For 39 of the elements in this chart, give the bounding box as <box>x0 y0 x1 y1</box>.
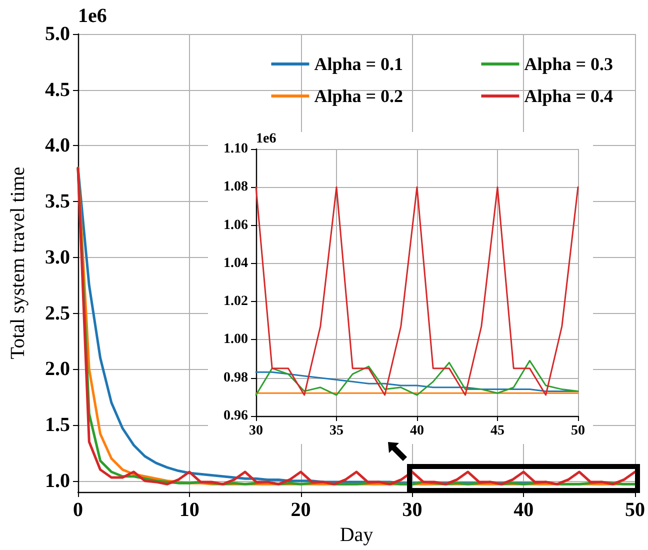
y-tick-label: 1.04 <box>224 256 248 271</box>
x-tick-label: 40 <box>514 499 534 521</box>
x-tick-label: 35 <box>330 424 344 438</box>
y-tick-label: 1.06 <box>224 218 248 233</box>
x-tick-label: 0 <box>73 499 83 521</box>
y-tick-label: 2.0 <box>45 358 70 380</box>
x-tick-label: 30 <box>402 499 422 521</box>
annotation: 1e6 <box>256 132 276 146</box>
y-tick-label: 1.5 <box>45 414 70 436</box>
x-tick-label: 20 <box>290 499 311 521</box>
legend-label: Alpha = 0.3 <box>524 54 614 74</box>
x-tick-label: 45 <box>490 424 504 438</box>
legend-label: Alpha = 0.4 <box>524 86 614 106</box>
x-tick-label: 40 <box>410 424 424 438</box>
y-tick-label: 2.5 <box>45 302 70 324</box>
y-tick-label: 1.10 <box>224 142 248 156</box>
y-tick-label: 3.0 <box>45 246 70 268</box>
line-series <box>255 186 579 396</box>
legend-label: Alpha = 0.2 <box>314 86 404 106</box>
y-tick-label: 0.96 <box>224 408 248 424</box>
x-tick-label: 50 <box>571 424 585 438</box>
y-tick-label: 4.0 <box>45 134 70 157</box>
x-tick-label: 30 <box>249 424 263 438</box>
y-axis-title: Total system travel time <box>7 166 29 360</box>
x-tick-label: 10 <box>179 499 200 521</box>
text: 1e6 <box>78 5 107 27</box>
y-tick-label: 1.0 <box>45 470 70 492</box>
y-tick-label: 4.5 <box>45 78 70 101</box>
line-series <box>255 360 579 396</box>
x-tick-label: 50 <box>625 499 645 521</box>
legend-label: Alpha = 0.1 <box>314 54 404 74</box>
y-tick-label: 0.98 <box>224 370 248 386</box>
line-series <box>255 371 579 392</box>
y-tick-label: 1.02 <box>224 294 248 310</box>
x-axis-title: Day <box>340 524 374 546</box>
y-tick-label: 1.08 <box>224 180 248 195</box>
y-tick-label: 3.5 <box>45 190 70 213</box>
y-tick-label: 1.00 <box>224 332 248 348</box>
y-tick-label: 5.0 <box>45 23 70 45</box>
